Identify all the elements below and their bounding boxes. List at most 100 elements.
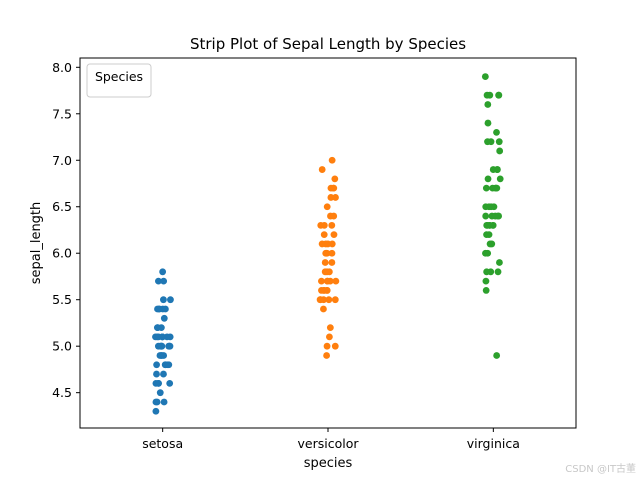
data-point-versicolor bbox=[326, 324, 334, 331]
data-point-versicolor bbox=[324, 277, 331, 285]
data-point-virginica bbox=[488, 240, 496, 248]
data-point-versicolor bbox=[327, 184, 335, 192]
data-point-virginica bbox=[488, 212, 496, 220]
data-point-versicolor bbox=[322, 240, 330, 248]
data-point-versicolor bbox=[325, 268, 333, 276]
watermark-text: CSDN @IT古董 bbox=[565, 462, 636, 475]
y-tick-label: 5.5 bbox=[52, 292, 72, 307]
data-point-versicolor bbox=[332, 277, 340, 285]
x-axis-ticks: setosa versicolor virginica bbox=[142, 428, 520, 451]
data-point-virginica bbox=[496, 259, 503, 266]
data-point-virginica bbox=[487, 203, 495, 211]
x-tick-label-setosa: setosa bbox=[142, 436, 183, 451]
data-point-versicolor bbox=[318, 166, 326, 173]
y-tick-label: 6.0 bbox=[52, 246, 72, 261]
data-point-setosa bbox=[157, 342, 165, 350]
data-point-versicolor bbox=[321, 259, 329, 266]
data-point-virginica bbox=[487, 268, 495, 276]
data-point-virginica bbox=[484, 138, 491, 146]
data-point-versicolor bbox=[322, 249, 330, 257]
data-point-versicolor bbox=[328, 249, 336, 257]
data-point-setosa bbox=[156, 389, 164, 397]
data-point-virginica bbox=[482, 287, 490, 294]
data-point-virginica bbox=[495, 91, 503, 99]
data-point-versicolor bbox=[326, 333, 333, 341]
data-point-virginica bbox=[486, 221, 494, 229]
data-point-virginica bbox=[484, 119, 492, 127]
data-point-setosa bbox=[165, 361, 173, 369]
data-point-virginica bbox=[482, 277, 490, 285]
y-axis-label: sepal_length bbox=[29, 202, 44, 285]
y-tick-label: 7.0 bbox=[52, 153, 72, 168]
x-tick-label-virginica: virginica bbox=[467, 436, 520, 451]
x-tick-label-versicolor: versicolor bbox=[298, 436, 360, 451]
y-axis-ticks: 4.5 5.0 5.5 6.0 6.5 7.0 7.5 8.0 bbox=[52, 60, 80, 400]
data-point-versicolor bbox=[318, 287, 325, 294]
data-point-setosa bbox=[153, 324, 161, 331]
data-point-setosa bbox=[152, 407, 160, 415]
y-tick-label: 5.0 bbox=[52, 339, 72, 354]
data-point-setosa bbox=[156, 352, 164, 359]
x-axis-label: species bbox=[304, 456, 353, 471]
data-point-setosa bbox=[160, 296, 167, 304]
chart-title: Strip Plot of Sepal Length by Species bbox=[190, 35, 466, 53]
data-point-virginica bbox=[496, 147, 504, 155]
data-point-setosa bbox=[153, 370, 160, 378]
data-point-versicolor bbox=[323, 352, 330, 359]
data-point-setosa bbox=[166, 379, 174, 387]
data-point-setosa bbox=[167, 296, 174, 304]
data-point-setosa bbox=[160, 277, 168, 285]
data-point-versicolor bbox=[331, 175, 339, 183]
data-point-setosa bbox=[152, 398, 160, 406]
data-point-setosa bbox=[160, 314, 168, 322]
data-point-versicolor bbox=[320, 231, 328, 239]
data-point-virginica bbox=[483, 231, 490, 239]
data-point-versicolor bbox=[331, 342, 339, 350]
data-point-virginica bbox=[483, 91, 491, 99]
data-point-virginica bbox=[482, 212, 490, 220]
data-point-setosa bbox=[155, 379, 162, 387]
y-tick-label: 6.5 bbox=[52, 199, 72, 214]
data-point-virginica bbox=[496, 175, 504, 183]
data-point-virginica bbox=[492, 184, 499, 192]
data-point-virginica bbox=[493, 352, 501, 359]
data-point-versicolor bbox=[325, 296, 333, 304]
data-point-versicolor bbox=[328, 221, 336, 229]
legend: Species bbox=[86, 63, 152, 98]
data-point-versicolor bbox=[320, 305, 327, 313]
data-point-versicolor bbox=[332, 194, 339, 201]
data-point-setosa bbox=[153, 361, 161, 369]
data-point-versicolor bbox=[328, 259, 336, 266]
data-point-setosa bbox=[163, 333, 171, 341]
data-point-setosa bbox=[155, 305, 163, 313]
data-point-virginica bbox=[481, 73, 489, 80]
y-tick-label: 8.0 bbox=[52, 60, 72, 75]
data-point-versicolor bbox=[316, 296, 324, 304]
data-point-setosa bbox=[159, 268, 167, 276]
data-point-virginica bbox=[493, 128, 500, 136]
data-point-virginica bbox=[493, 166, 501, 173]
data-point-versicolor bbox=[328, 156, 336, 164]
data-point-setosa bbox=[155, 277, 162, 285]
data-point-versicolor bbox=[318, 277, 325, 285]
legend-box bbox=[86, 63, 152, 98]
data-points bbox=[152, 73, 504, 415]
data-point-virginica bbox=[482, 184, 490, 192]
data-point-setosa bbox=[158, 333, 166, 341]
data-point-versicolor bbox=[330, 212, 338, 220]
data-point-setosa bbox=[162, 305, 169, 313]
data-point-versicolor bbox=[328, 240, 336, 248]
data-point-versicolor bbox=[331, 296, 339, 304]
data-point-setosa bbox=[166, 342, 173, 350]
data-point-virginica bbox=[495, 138, 503, 146]
data-point-virginica bbox=[494, 268, 502, 276]
data-point-versicolor bbox=[330, 231, 338, 239]
data-point-virginica bbox=[482, 249, 489, 257]
data-point-setosa bbox=[160, 398, 168, 406]
y-tick-label: 4.5 bbox=[52, 385, 72, 400]
data-point-versicolor bbox=[323, 203, 331, 211]
legend-title: Species bbox=[95, 69, 143, 84]
data-point-virginica bbox=[484, 175, 492, 183]
data-point-setosa bbox=[160, 370, 167, 378]
